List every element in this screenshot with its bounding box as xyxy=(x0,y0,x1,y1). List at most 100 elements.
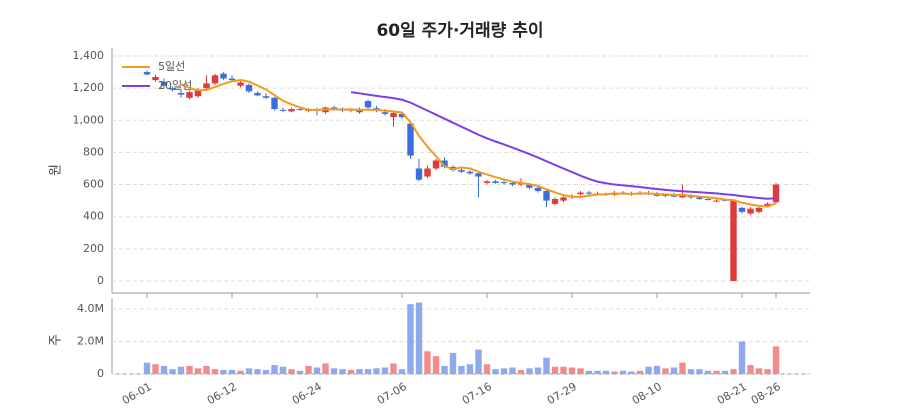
volume-bar xyxy=(288,369,295,374)
volume-bar xyxy=(203,365,210,374)
volume-bar xyxy=(449,352,457,374)
candle-body xyxy=(237,82,244,86)
x-tick-label: 08-21 xyxy=(715,380,749,407)
volume-bar xyxy=(152,364,159,374)
y-tick-label: 1,000 xyxy=(73,113,105,126)
candle-body xyxy=(713,200,720,202)
volume-bar xyxy=(560,366,567,374)
volume-bar xyxy=(483,364,491,374)
candle-body xyxy=(560,197,567,201)
candle-body xyxy=(500,182,508,184)
volume-bar xyxy=(194,368,202,374)
volume-bar xyxy=(381,367,389,374)
candle-body xyxy=(245,84,253,92)
volume-bar xyxy=(356,369,363,374)
x-tick-label: 08-10 xyxy=(630,380,664,407)
volume-bar xyxy=(747,365,754,374)
x-tick-label: 06-12 xyxy=(205,380,239,407)
candle-body xyxy=(177,92,185,95)
volume-bar xyxy=(492,369,499,374)
candle-body xyxy=(466,171,474,174)
volume-bar xyxy=(738,341,746,374)
candle-body xyxy=(704,199,712,201)
volume-bar xyxy=(271,365,278,374)
volume-bar xyxy=(160,365,168,374)
candle-body xyxy=(458,170,465,172)
volume-bar xyxy=(458,365,465,374)
volume-bar xyxy=(305,365,312,374)
volume-bar xyxy=(568,367,576,374)
volume-bar xyxy=(237,370,244,374)
volume-bar xyxy=(585,370,593,374)
x-tick-label: 07-16 xyxy=(460,380,494,407)
volume-bar xyxy=(228,369,236,374)
volume-bar xyxy=(755,368,763,374)
volume-bar xyxy=(543,357,550,374)
candle-body xyxy=(415,168,423,180)
volume-bar xyxy=(313,367,321,374)
volume-bar xyxy=(322,363,329,374)
volume-bar xyxy=(245,368,253,374)
candle-body xyxy=(330,107,338,110)
volume-bar xyxy=(364,369,372,374)
x-tick-label: 06-01 xyxy=(120,380,154,407)
candle-body xyxy=(211,75,219,84)
volume-bar xyxy=(628,371,635,374)
candle-body xyxy=(738,207,746,212)
y-tick-label: 0 xyxy=(97,274,104,287)
volume-bar xyxy=(279,366,287,374)
candle-body xyxy=(696,197,703,200)
y-tick-label: 0 xyxy=(97,367,104,380)
volume-bar xyxy=(143,362,151,374)
legend-label: 20일선 xyxy=(158,78,192,92)
volume-bar xyxy=(517,369,525,374)
volume-bar xyxy=(772,346,780,374)
candle-body xyxy=(220,73,227,79)
candle-body xyxy=(772,184,780,203)
volume-bar xyxy=(619,370,627,374)
volume-bar xyxy=(432,356,440,374)
candle-body xyxy=(160,81,168,86)
candle-body xyxy=(662,195,669,196)
volume-bar xyxy=(713,370,720,374)
volume-bar xyxy=(551,366,559,374)
candle-body xyxy=(407,123,414,156)
candle-body xyxy=(509,182,516,185)
volume-bar xyxy=(441,365,448,374)
volume-bar xyxy=(466,364,474,374)
candle-body xyxy=(526,184,533,188)
volume-axis-label: 주 xyxy=(49,334,64,346)
y-tick-label: 2.0M xyxy=(77,335,104,348)
volume-bar xyxy=(339,369,346,374)
candle-body xyxy=(279,109,287,111)
candle-body xyxy=(475,173,482,177)
candle-body xyxy=(534,187,542,191)
volume-bar xyxy=(169,369,176,374)
volume-bar xyxy=(594,370,601,374)
x-tick-label: 07-29 xyxy=(545,380,579,407)
volume-bar xyxy=(390,363,397,374)
candle-body xyxy=(747,208,754,214)
candle-body xyxy=(271,97,278,110)
candle-body xyxy=(432,160,440,169)
legend-label: 5일선 xyxy=(158,59,185,73)
candle-body xyxy=(585,192,593,194)
volume-bar xyxy=(262,369,270,374)
volume-bar xyxy=(636,370,644,374)
candle-body xyxy=(577,192,584,195)
volume-bar xyxy=(602,370,610,374)
moving-average-line xyxy=(350,91,777,200)
candle-body xyxy=(424,168,431,177)
y-axis-label: 원 xyxy=(49,164,64,176)
moving-average-line xyxy=(180,78,777,208)
candle-body xyxy=(194,89,202,97)
volume-bar xyxy=(347,369,355,374)
candle-body xyxy=(551,199,559,204)
volume-bar xyxy=(534,367,542,374)
candle-body xyxy=(730,200,737,281)
volume-bar xyxy=(220,369,227,374)
y-tick-label: 4.0M xyxy=(77,302,104,315)
y-tick-label: 400 xyxy=(83,210,104,223)
volume-bar xyxy=(696,369,703,374)
volume-bar xyxy=(577,368,584,374)
